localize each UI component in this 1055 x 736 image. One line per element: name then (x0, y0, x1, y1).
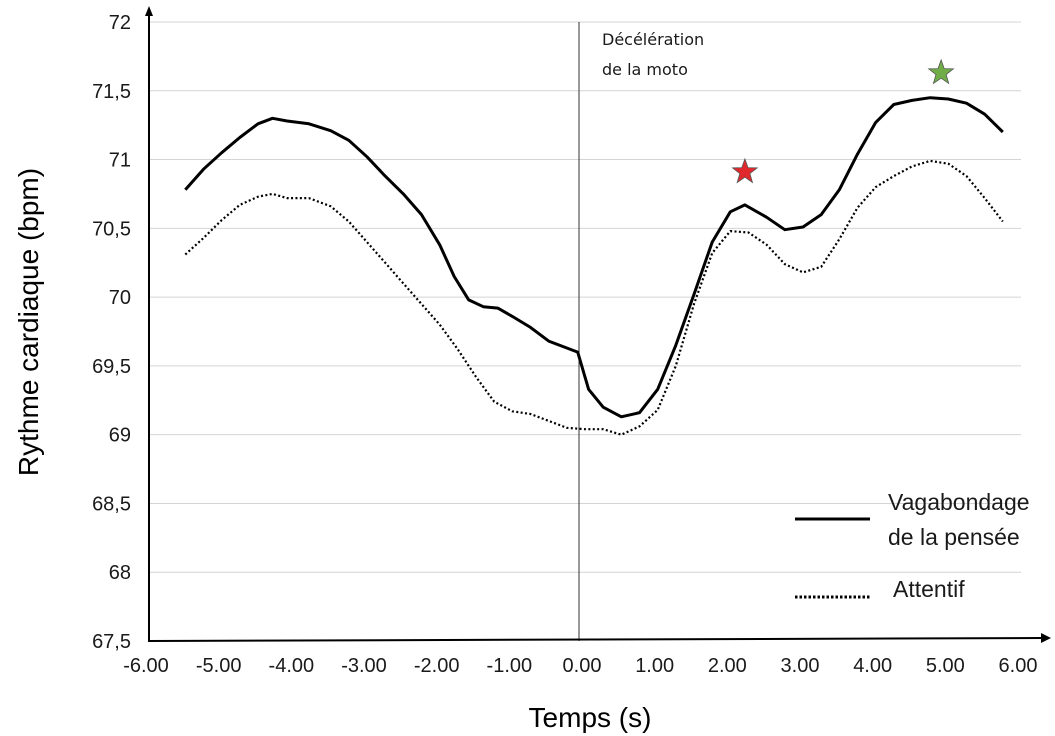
x-tick-label: -2.00 (414, 655, 460, 677)
x-tick-label: -1.00 (487, 655, 533, 677)
x-axis-tick-labels: -6.00 -5.00 -4.00 -3.00 -2.00 -1.00 0.00 1.00 2.… (123, 655, 1037, 677)
x-tick-label: 3.00 (781, 655, 820, 677)
x-tick-label: -6.00 (123, 655, 169, 677)
y-tick-label: 71 (109, 150, 131, 172)
x-tick-label: 6.00 (999, 655, 1038, 677)
deceleration-annotation-line-2: de la moto (602, 60, 688, 79)
axes (145, 6, 1051, 643)
y-tick-label: 70 (109, 287, 131, 309)
green-star-marker (927, 58, 955, 85)
x-axis-line (147, 637, 1044, 642)
x-tick-label: 4.00 (853, 655, 892, 677)
star-markers (731, 58, 955, 184)
legend-label-mind-wandering-line-1: Vagabondage (888, 489, 1030, 515)
legend: Vagabondage de la pensée Attentif (795, 489, 1030, 602)
x-tick-label: 5.00 (926, 655, 965, 677)
red-star-marker (731, 157, 759, 184)
x-tick-label: 1.00 (635, 655, 674, 677)
y-tick-label: 69 (109, 425, 131, 447)
x-tick-label: 2.00 (708, 655, 747, 677)
x-axis-arrow (1041, 633, 1051, 643)
series-mind-wandering-line (184, 96, 1004, 419)
series-attentive-line (184, 159, 1004, 436)
y-tick-label: 71,5 (92, 81, 131, 103)
y-tick-label: 72 (109, 12, 131, 34)
grid-lines (149, 21, 1021, 573)
y-axis-arrow (145, 6, 153, 16)
x-tick-label: -3.00 (341, 655, 387, 677)
y-tick-label: 69,5 (92, 356, 131, 378)
y-tick-label: 67,5 (92, 631, 131, 653)
x-tick-label: 0.00 (563, 655, 602, 677)
y-axis-tick-labels: 67,5 68 68,5 69 69,5 70 70,5 71 71,5 72 (92, 12, 131, 653)
legend-label-attentive: Attentif (893, 576, 965, 602)
legend-label-mind-wandering-line-2: de la pensée (888, 524, 1020, 550)
x-axis-title: Temps (s) (529, 702, 652, 733)
y-axis-title: Rythme cardiaque (bpm) (13, 168, 44, 476)
y-tick-label: 70,5 (92, 218, 131, 240)
x-tick-label: -4.00 (269, 655, 315, 677)
deceleration-annotation-line-1: Décélération (602, 30, 704, 49)
y-tick-label: 68 (109, 562, 131, 584)
x-tick-label: -5.00 (196, 655, 242, 677)
y-tick-label: 68,5 (92, 493, 131, 515)
data-series (184, 96, 1004, 436)
